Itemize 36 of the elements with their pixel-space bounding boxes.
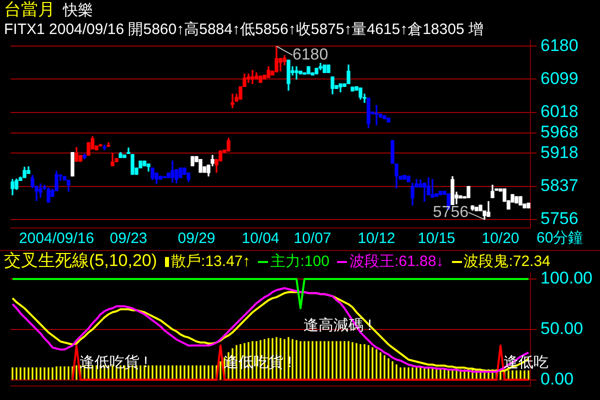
- candlestick: [250, 70, 254, 84]
- x-tick-label: 10/12: [358, 230, 396, 248]
- legend-label: 波段鬼:72.34: [464, 253, 550, 270]
- y-tick-label: 6018: [540, 102, 578, 122]
- data-label: 逢低吃貨 !: [80, 354, 148, 372]
- annotation: 6180: [292, 46, 328, 64]
- y-tick-label: 6180: [540, 36, 578, 55]
- legend-label: 散戶:13.47↑: [171, 253, 250, 270]
- x-tick-label: 2004/09/16: [18, 230, 94, 248]
- x-tick-label: 09/23: [110, 230, 148, 248]
- chart-title: 交叉生死線(5,10,20): [4, 251, 158, 270]
- candlestick: [102, 144, 106, 150]
- chart-title: 台當月: [4, 0, 55, 19]
- legend-label: 主力:100: [270, 253, 330, 270]
- y-tick-label: 100.00: [540, 268, 592, 288]
- x-axis-title: 60分鐘: [536, 230, 584, 247]
- annotation: 5756: [432, 204, 469, 221]
- y-tick-label: 5968: [540, 122, 578, 142]
- candlestick: [430, 179, 434, 198]
- chart-subtitle: 快樂: [63, 2, 93, 19]
- candlestick: [294, 66, 298, 80]
- y-tick-label: 6099: [540, 68, 578, 88]
- text: FITX1 2004/09/16 開5860↑高5884↑低5856↑收5875↑量4615↑倉18305 增: [4, 20, 484, 39]
- y-tick-label: 5837: [540, 176, 578, 195]
- x-tick-label: 09/29: [178, 230, 216, 248]
- y-tick-label: 5918: [540, 142, 578, 162]
- y-tick-label: 5756: [540, 209, 578, 228]
- x-tick-label: 10/07: [294, 230, 332, 248]
- legend-label: 波段王:61.88↓: [349, 253, 444, 270]
- x-tick-label: 10/20: [482, 230, 520, 248]
- candlestick: [374, 105, 378, 126]
- candlestick: [230, 94, 234, 108]
- x-tick-label: 10/15: [418, 230, 456, 248]
- y-tick-label: 0.00: [540, 369, 574, 388]
- y-tick-label: 50.00: [540, 319, 584, 338]
- x-tick-label: 10/04: [242, 230, 280, 248]
